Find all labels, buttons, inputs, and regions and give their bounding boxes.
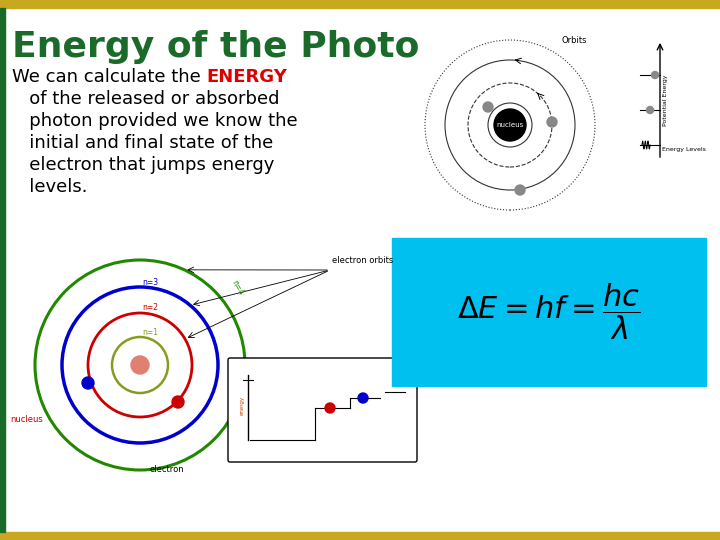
Text: n=3: n=3 [352,393,365,398]
Text: n=2: n=2 [142,303,158,312]
Circle shape [652,71,659,78]
Text: Energy of the Photo: Energy of the Photo [12,30,419,64]
Circle shape [494,109,526,141]
Text: electron: electron [150,465,184,474]
Text: n=1: n=1 [271,434,284,439]
Text: n=3: n=3 [142,278,158,287]
Bar [0,532,720,540]
Text: photon provided we know the: photon provided we know the [12,112,297,130]
Text: energy: energy [240,395,245,415]
Circle shape [358,393,368,403]
Circle shape [325,403,335,413]
Text: greater distance
from nucleus: greater distance from nucleus [341,434,386,445]
Text: of the released or absorbed: of the released or absorbed [12,90,279,108]
Text: nucleus: nucleus [10,415,42,424]
FancyBboxPatch shape [228,358,417,462]
Circle shape [547,117,557,127]
Circle shape [647,106,654,113]
Circle shape [172,396,184,408]
Text: $\Delta E = hf = \dfrac{hc}{\lambda}$: $\Delta E = hf = \dfrac{hc}{\lambda}$ [457,281,641,342]
Bar [392,238,706,386]
Text: 0: 0 [233,376,238,382]
Text: n=4: n=4 [230,279,246,297]
Text: Potential Energy: Potential Energy [663,74,668,126]
Circle shape [82,377,94,389]
Text: initial and final state of the: initial and final state of the [12,134,274,152]
Text: n=1: n=1 [142,328,158,337]
Text: ENERGY: ENERGY [207,68,287,86]
Text: We can calculate the: We can calculate the [12,68,207,86]
Text: electron orbits: electron orbits [332,256,393,265]
Text: Energy Levels: Energy Levels [662,147,706,152]
Bar [0,0,720,8]
Text: -13.6 eV: -13.6 eV [250,443,276,448]
Text: n=4: n=4 [387,386,400,391]
Circle shape [515,185,525,195]
Text: nucleus: nucleus [496,122,523,128]
Text: n=2: n=2 [318,415,331,420]
Text: Orbits: Orbits [562,36,588,45]
Text: electron that jumps energy: electron that jumps energy [12,156,274,174]
Circle shape [483,102,493,112]
Text: levels.: levels. [12,178,88,196]
Circle shape [131,356,149,374]
Bar [0,8,5,532]
